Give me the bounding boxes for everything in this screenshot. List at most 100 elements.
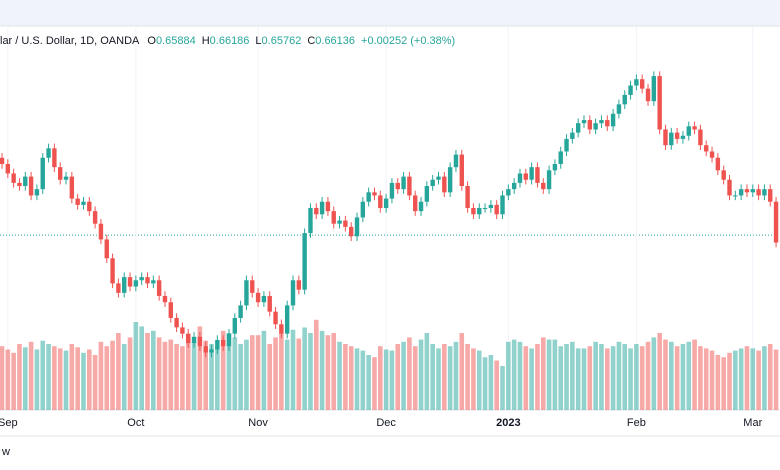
candle-body bbox=[5, 164, 11, 174]
candle-body bbox=[744, 189, 750, 193]
candle-body bbox=[506, 189, 511, 196]
candle-body bbox=[110, 258, 115, 284]
volume-bar bbox=[215, 346, 220, 410]
x-tick-label: 2023 bbox=[496, 417, 520, 429]
volume-bar bbox=[5, 349, 11, 410]
volume-bar bbox=[209, 344, 214, 410]
legend-header: lar / U.S. Dollar, 1D, OANDA O0.65884 H0.6… bbox=[0, 35, 455, 47]
volume-bar bbox=[180, 346, 185, 410]
candle-body bbox=[651, 76, 657, 102]
volume-bar bbox=[174, 344, 179, 410]
candle-body bbox=[290, 280, 296, 306]
volume-bar bbox=[313, 319, 319, 410]
candle-body bbox=[69, 176, 75, 199]
volume-bar bbox=[325, 335, 331, 410]
candle-body bbox=[174, 317, 179, 328]
candle-body bbox=[471, 208, 476, 215]
candle-body bbox=[273, 311, 278, 325]
volume-bar bbox=[0, 346, 5, 410]
candle-body bbox=[180, 327, 185, 334]
volume-bar bbox=[639, 346, 645, 410]
volume-bar bbox=[645, 341, 651, 410]
volume-bar bbox=[581, 348, 587, 410]
volume-bar bbox=[121, 344, 127, 410]
volume-bar bbox=[628, 348, 633, 410]
candle-body bbox=[581, 120, 587, 124]
ohlc-label: L bbox=[255, 35, 261, 47]
x-tick-label: Mar bbox=[743, 417, 762, 429]
volume-bar bbox=[680, 344, 686, 410]
volume-bar bbox=[127, 337, 133, 410]
candle-body bbox=[34, 189, 40, 196]
candle-body bbox=[640, 79, 645, 89]
volume-bar bbox=[418, 339, 424, 410]
candle-body bbox=[756, 189, 761, 196]
x-tick-label: Oct bbox=[127, 417, 144, 429]
candle-body bbox=[599, 120, 604, 124]
candle-body bbox=[616, 104, 622, 114]
candle-body bbox=[488, 204, 494, 209]
volume-bar bbox=[750, 348, 756, 410]
candle-body bbox=[692, 126, 697, 130]
candle-body bbox=[407, 176, 412, 196]
candle-body bbox=[768, 189, 773, 202]
ohlc-value: 0.65884 bbox=[156, 35, 196, 47]
volume-bar bbox=[651, 337, 657, 410]
volume-bar bbox=[52, 346, 57, 410]
candle-body bbox=[442, 176, 447, 193]
volume-bar bbox=[290, 329, 296, 410]
volume-bar bbox=[337, 341, 342, 410]
volume-bar bbox=[232, 337, 238, 410]
candle-body bbox=[366, 192, 371, 202]
candle-body bbox=[587, 120, 593, 130]
candle-body bbox=[145, 277, 150, 284]
volume-bar bbox=[669, 341, 674, 410]
candle-body bbox=[610, 113, 616, 127]
candle-body bbox=[401, 176, 406, 190]
candle-body bbox=[186, 333, 191, 344]
candle-body bbox=[447, 167, 453, 193]
candle-body bbox=[255, 292, 261, 303]
candle-body bbox=[541, 182, 546, 190]
candle-body bbox=[552, 164, 558, 171]
candle-body bbox=[75, 198, 80, 205]
candle-body bbox=[622, 94, 627, 105]
volume-bar bbox=[296, 338, 302, 410]
volume-bar bbox=[436, 348, 441, 410]
volume-bar bbox=[63, 350, 69, 410]
volume-bar bbox=[570, 341, 575, 410]
volume-bar bbox=[476, 350, 482, 410]
volume-bar bbox=[197, 326, 203, 410]
volume-bar bbox=[389, 350, 395, 410]
volume-bar bbox=[354, 348, 360, 410]
candle-body bbox=[389, 182, 395, 199]
volume-bar bbox=[279, 333, 284, 410]
volume-bar bbox=[610, 346, 616, 410]
candle-body bbox=[494, 204, 499, 215]
volume-bar bbox=[727, 352, 732, 410]
volume-bar bbox=[110, 340, 115, 410]
volume-bar bbox=[430, 344, 435, 410]
candle-body bbox=[721, 170, 726, 180]
volume-bar bbox=[715, 355, 721, 410]
x-tick-label: Nov bbox=[248, 417, 268, 429]
volume-bar bbox=[249, 335, 255, 410]
volume-bar bbox=[34, 349, 40, 410]
candle-body bbox=[709, 151, 715, 158]
candle-body bbox=[325, 201, 331, 212]
candle-body bbox=[116, 283, 121, 293]
volume-bar bbox=[343, 344, 348, 410]
volume-bar bbox=[151, 330, 156, 410]
candle-body bbox=[535, 167, 540, 183]
volume-bar bbox=[401, 341, 406, 410]
candle-body bbox=[151, 280, 156, 284]
volume-bar bbox=[302, 327, 307, 410]
volume-bar bbox=[348, 346, 354, 410]
candle-body bbox=[465, 186, 470, 209]
candle-body bbox=[98, 223, 104, 240]
candle-body bbox=[360, 201, 366, 218]
candle-body bbox=[372, 192, 377, 196]
volume-bar bbox=[616, 341, 622, 410]
candle-body bbox=[52, 148, 57, 168]
